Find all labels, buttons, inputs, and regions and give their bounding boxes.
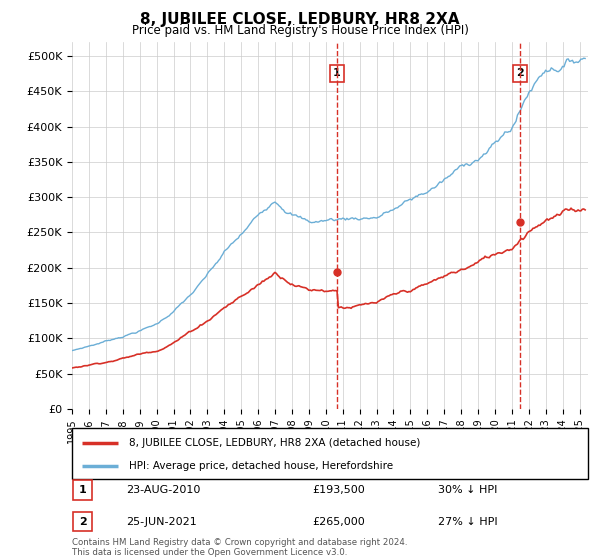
Text: 27% ↓ HPI: 27% ↓ HPI: [438, 517, 497, 527]
Text: 30% ↓ HPI: 30% ↓ HPI: [438, 485, 497, 495]
Text: £265,000: £265,000: [312, 517, 365, 527]
Text: 2: 2: [79, 517, 86, 527]
Text: 1: 1: [333, 68, 341, 78]
Text: 8, JUBILEE CLOSE, LEDBURY, HR8 2XA (detached house): 8, JUBILEE CLOSE, LEDBURY, HR8 2XA (deta…: [129, 437, 420, 447]
FancyBboxPatch shape: [73, 480, 92, 500]
FancyBboxPatch shape: [72, 428, 588, 479]
Text: 23-AUG-2010: 23-AUG-2010: [126, 485, 200, 495]
Text: 2: 2: [516, 68, 524, 78]
Text: Contains HM Land Registry data © Crown copyright and database right 2024.
This d: Contains HM Land Registry data © Crown c…: [72, 538, 407, 557]
Text: £193,500: £193,500: [312, 485, 365, 495]
Text: 1: 1: [79, 485, 86, 495]
Text: Price paid vs. HM Land Registry's House Price Index (HPI): Price paid vs. HM Land Registry's House …: [131, 24, 469, 37]
Text: 25-JUN-2021: 25-JUN-2021: [126, 517, 197, 527]
Text: HPI: Average price, detached house, Herefordshire: HPI: Average price, detached house, Here…: [129, 461, 393, 471]
FancyBboxPatch shape: [73, 512, 92, 531]
Text: 8, JUBILEE CLOSE, LEDBURY, HR8 2XA: 8, JUBILEE CLOSE, LEDBURY, HR8 2XA: [140, 12, 460, 27]
